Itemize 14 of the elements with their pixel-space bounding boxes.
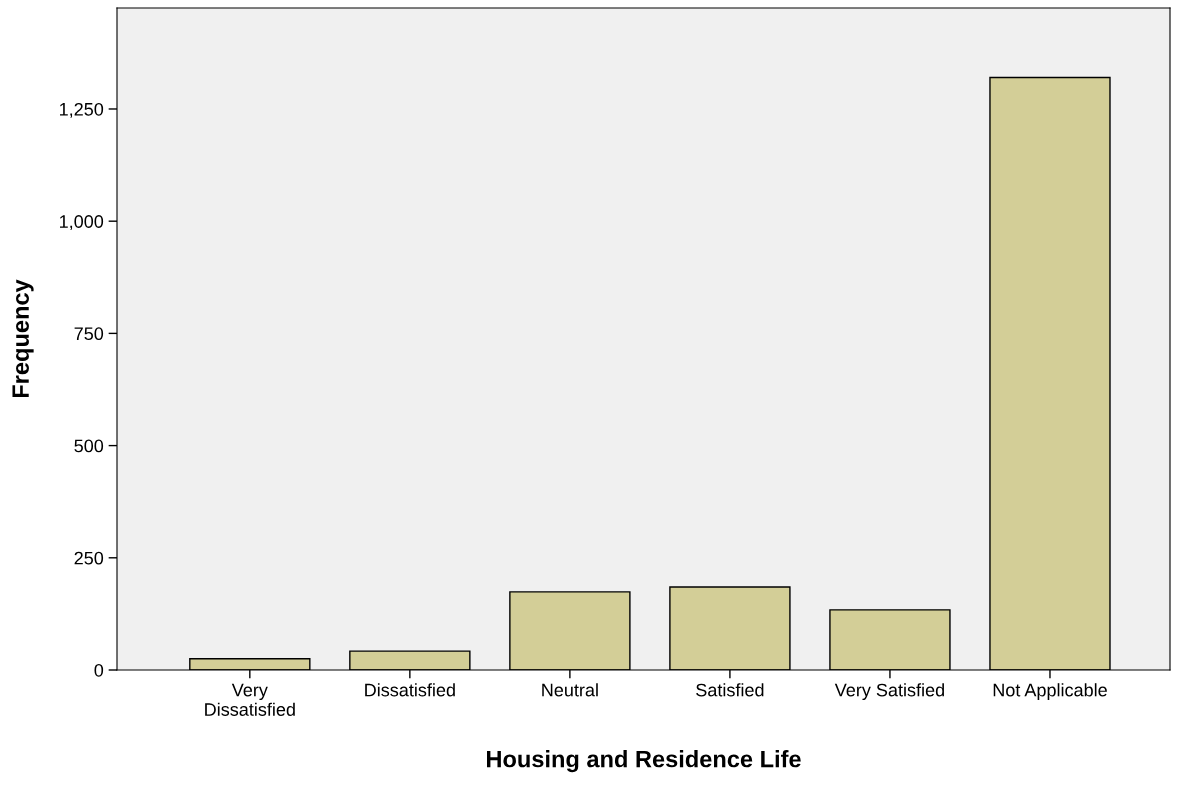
y-tick-label: 1,000 bbox=[60, 215, 104, 231]
x-tick-label: Very Dissatisfied bbox=[205, 683, 295, 716]
x-tick-label: Dissatisfied bbox=[365, 683, 455, 697]
y-tick-label: 0 bbox=[94, 663, 104, 677]
y-tick-label: 1,250 bbox=[60, 102, 104, 118]
y-tick-label: 500 bbox=[74, 439, 104, 453]
y-tick-label: 750 bbox=[74, 327, 104, 341]
x-tick-label: Neutral bbox=[542, 683, 598, 697]
x-tick-label: Satisfied bbox=[696, 683, 764, 697]
x-axis-title: Housing and Residence Life bbox=[487, 750, 801, 773]
y-tick-label: 250 bbox=[74, 551, 104, 565]
x-tick-label: Not Applicable bbox=[993, 683, 1107, 701]
x-tick-label: Very Satisfied bbox=[834, 683, 944, 701]
y-axis-title: Frequency bbox=[12, 279, 34, 398]
